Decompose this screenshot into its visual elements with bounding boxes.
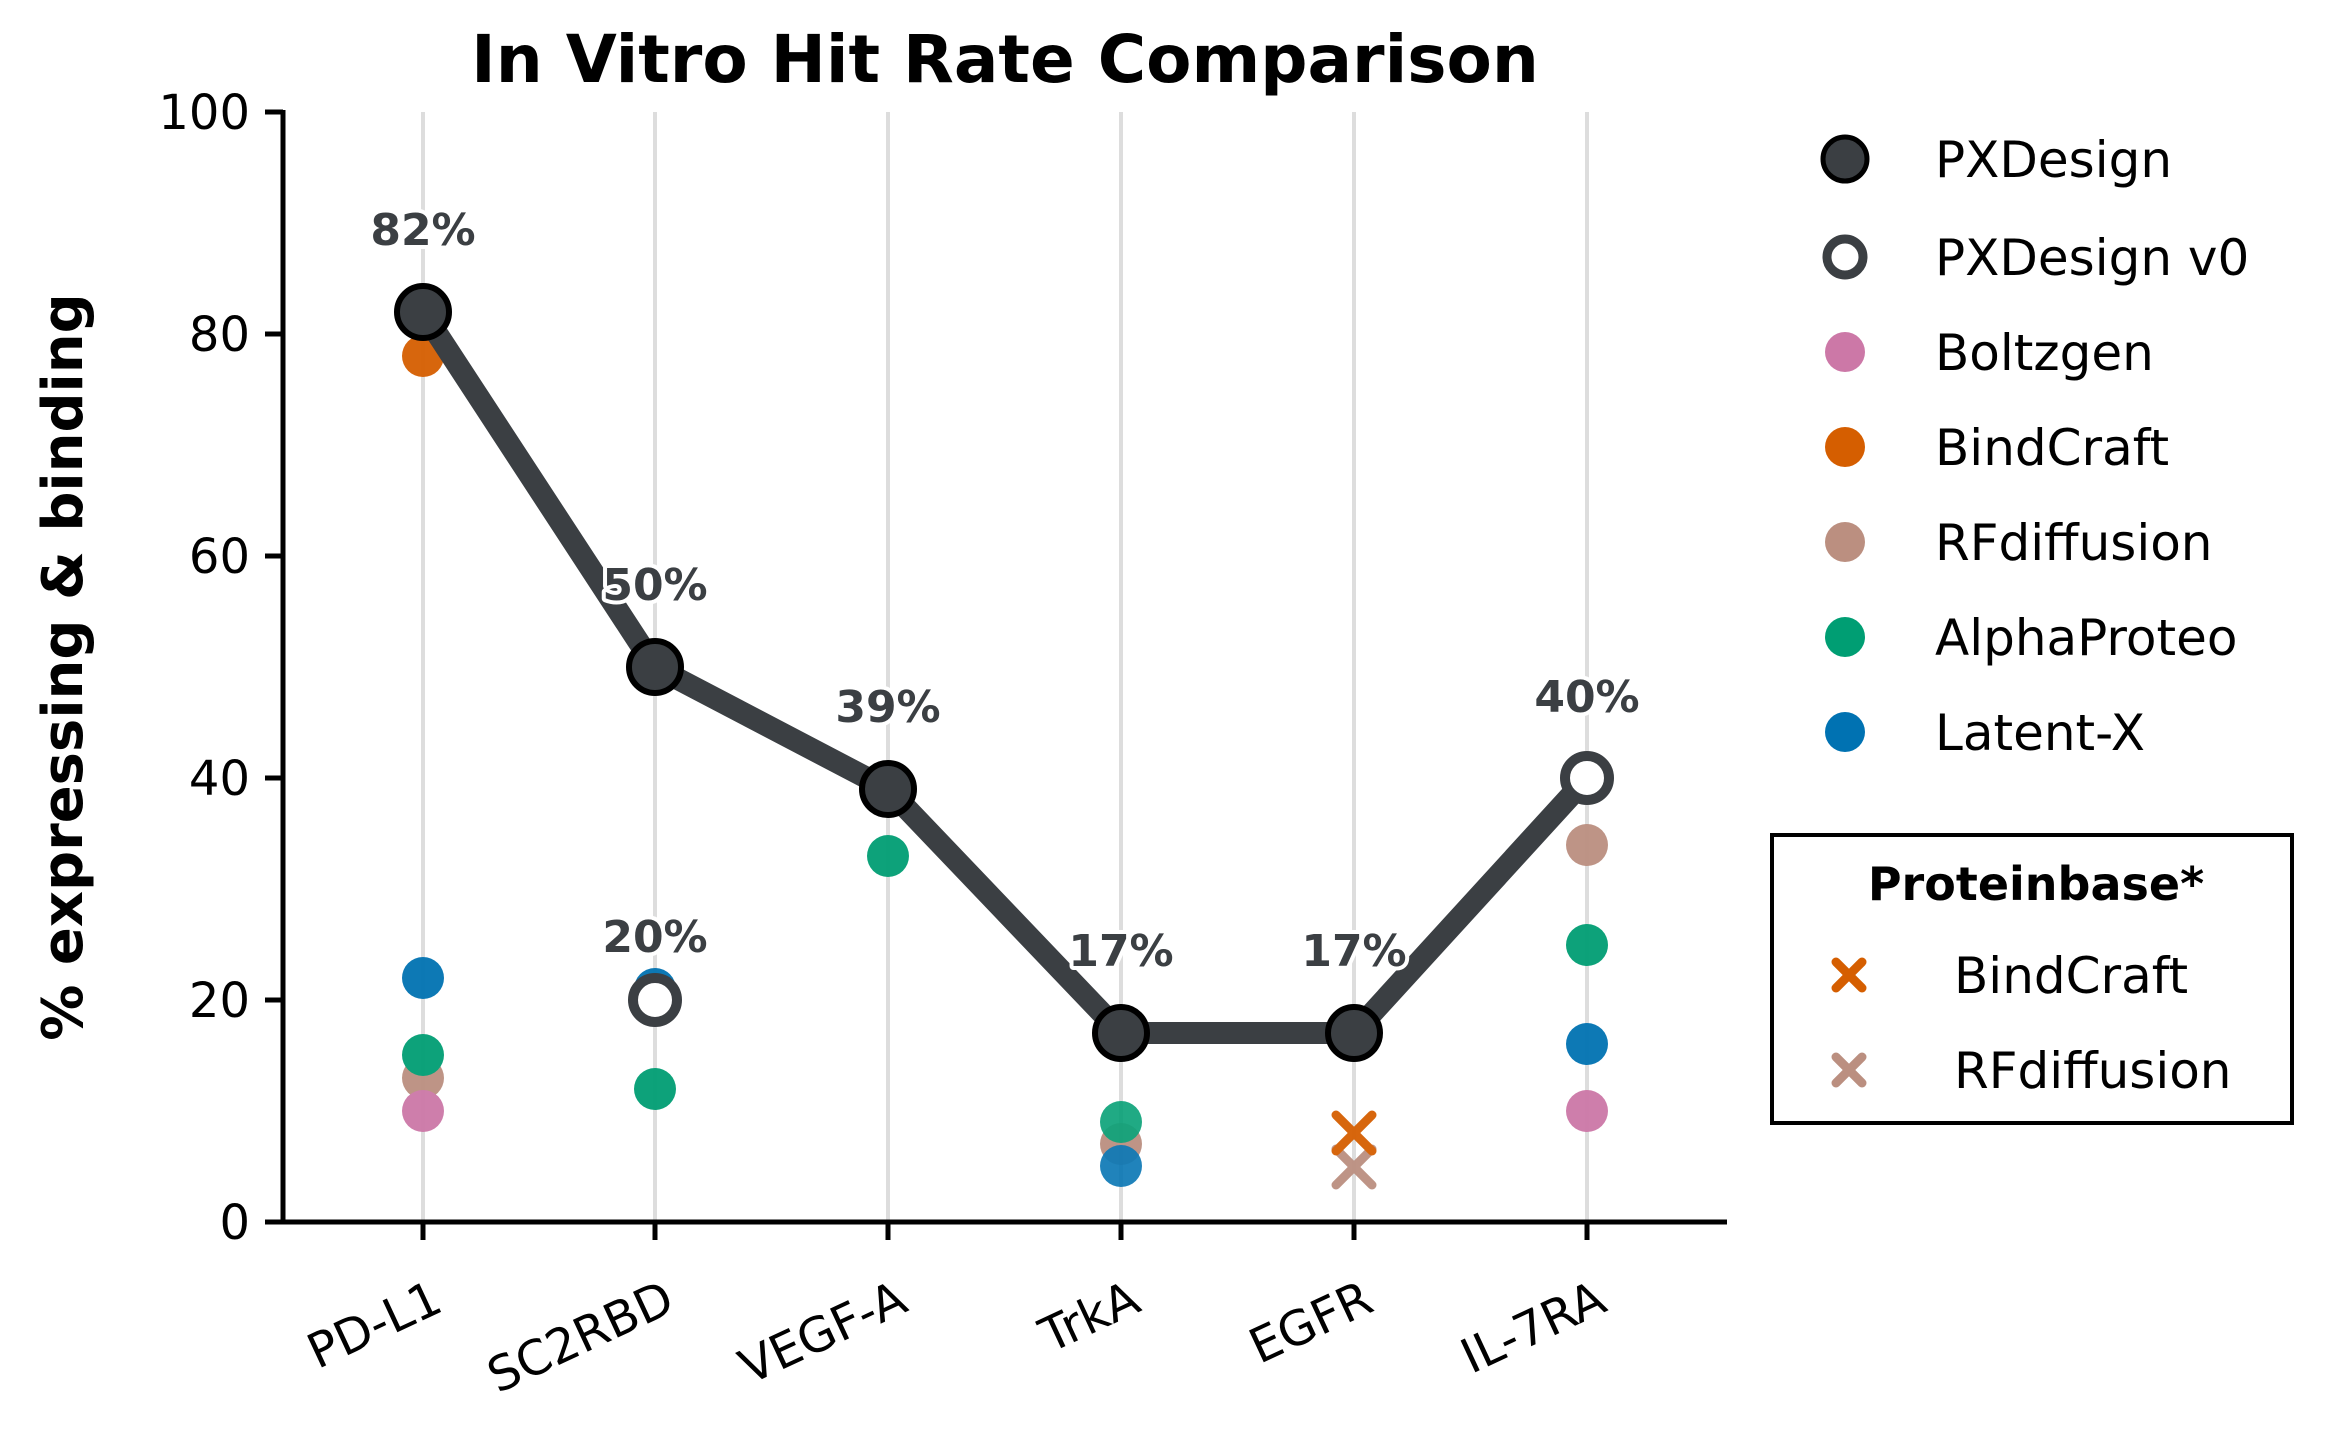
x-tick-il-7ra: IL-7RA	[1453, 1270, 1615, 1385]
point-pxdesign-trka	[1092, 1004, 1150, 1062]
annotation-sc2rbd-v0: 20%	[602, 912, 707, 963]
legend-item-pxdesign: PXDesign	[1820, 131, 2172, 189]
legend2-item-bindcraft: BindCraft	[1831, 947, 2188, 1005]
annotation-sc2rbd: 50%	[602, 560, 707, 611]
legend-marker-rfdiffusion-icon	[1825, 522, 1865, 562]
legend-label: BindCraft	[1954, 947, 2188, 1005]
legend-proteinbase-title: Proteinbase*	[1868, 857, 2204, 911]
legend-label: PXDesign	[1935, 131, 2172, 189]
legend-label: PXDesign v0	[1935, 229, 2249, 287]
x-tick-egfr: EGFR	[1241, 1270, 1381, 1375]
x-tick-trka: TrkA	[1030, 1270, 1148, 1365]
legend-label: RFdiffusion	[1935, 514, 2213, 572]
point-pxdesign-sc2rbd	[626, 638, 684, 696]
pxdesign-line	[413, 305, 1596, 1044]
x-marker-rfdiffusion-egfr	[1331, 1144, 1377, 1190]
legend-item-alphaproteo: AlphaProteo	[1825, 609, 2237, 667]
point-alphaproteo-sc2rbd	[634, 1068, 676, 1110]
legend-label: BindCraft	[1935, 419, 2169, 477]
x-tick-vegf-a: VEGF-A	[731, 1270, 915, 1396]
y-tick-40: 40	[189, 751, 250, 807]
y-tick-80: 80	[189, 307, 250, 363]
legend-item-latent-x: Latent-X	[1825, 704, 2145, 762]
legend-label: Boltzgen	[1935, 324, 2154, 382]
x-marker-bindcraft-egfr	[1331, 1110, 1377, 1156]
point-pxdesign-vegf-a	[859, 760, 917, 818]
annotation-il-7ra: 40%	[1534, 672, 1639, 723]
x-tick-labels: PD-L1 SC2RBD VEGF-A TrkA EGFR IL-7RA	[299, 1270, 1614, 1404]
point-pxdesign-egfr	[1325, 1004, 1383, 1062]
legend-marker-pxdesign-v0-icon	[1822, 234, 1868, 280]
legend-label: RFdiffusion	[1954, 1042, 2232, 1100]
point-latentx-il-7ra	[1566, 1023, 1608, 1065]
legend-marker-alphaproteo-icon	[1825, 617, 1865, 657]
chart-title: In Vitro Hit Rate Comparison	[471, 21, 1539, 98]
legend-item-bindcraft: BindCraft	[1825, 419, 2169, 477]
point-alphaproteo-vegf-a	[867, 835, 909, 877]
baseline-points	[402, 335, 1608, 1190]
x-tick-pd-l1: PD-L1	[299, 1270, 450, 1380]
pxdesign-points	[394, 283, 1383, 1062]
point-alphaproteo-trka	[1100, 1101, 1142, 1143]
legend-label: Latent-X	[1935, 704, 2145, 762]
legend-marker-pxdesign-icon	[1820, 134, 1870, 184]
y-tick-0: 0	[219, 1195, 250, 1251]
grid-lines	[421, 112, 1589, 1222]
legend-proteinbase: Proteinbase* BindCraft RFdiffusion	[1770, 833, 2294, 1125]
axes	[265, 109, 1727, 1240]
legend-marker-bindcraft-icon	[1825, 427, 1865, 467]
point-alphaproteo-il-7ra	[1566, 924, 1608, 966]
point-pxdesign-pd-l1	[394, 283, 452, 341]
point-rfdiffusion-il-7ra	[1566, 824, 1608, 866]
annotation-egfr: 17%	[1301, 926, 1406, 977]
legend-x-bindcraft-icon	[1831, 957, 1867, 993]
point-boltzgen-pd-l1	[402, 1090, 444, 1132]
pxdesign-v0-points	[628, 751, 1614, 1027]
legend-marker-latent-x-icon	[1825, 712, 1865, 752]
legend-label: AlphaProteo	[1935, 609, 2237, 667]
value-annotations: 82% 50% 20% 39% 17% 17% 40%	[366, 201, 1643, 981]
legend-marker-boltzgen-icon	[1825, 332, 1865, 372]
annotation-trka: 17%	[1068, 926, 1173, 977]
legend-x-rfdiffusion-icon	[1831, 1052, 1867, 1088]
y-tick-100: 100	[158, 85, 250, 141]
y-axis-label: % expressing & binding	[31, 293, 96, 1040]
annotation-vegf-a: 39%	[835, 682, 940, 733]
y-tick-60: 60	[189, 529, 250, 585]
point-alphaproteo-pd-l1	[402, 1034, 444, 1076]
y-tick-labels: 0 20 40 60 80 100	[158, 85, 250, 1251]
legend-item-pxdesign-v0: PXDesign v0	[1822, 229, 2249, 287]
legend-item-boltzgen: Boltzgen	[1825, 324, 2154, 382]
point-pxdesign-v0-il-7ra	[1560, 751, 1614, 805]
legend2-item-rfdiffusion: RFdiffusion	[1831, 1042, 2232, 1100]
point-pxdesign-v0-sc2rbd	[628, 973, 682, 1027]
legend-item-rfdiffusion: RFdiffusion	[1825, 514, 2213, 572]
point-latentx-pd-l1	[402, 957, 444, 999]
point-latentx-trka	[1100, 1145, 1142, 1187]
y-tick-20: 20	[189, 973, 250, 1029]
annotation-pd-l1: 82%	[370, 205, 475, 256]
point-boltzgen-il-7ra	[1566, 1090, 1608, 1132]
x-tick-sc2rbd: SC2RBD	[479, 1270, 682, 1404]
legend: PXDesign PXDesign v0 Boltzgen BindCraft …	[1820, 131, 2249, 762]
